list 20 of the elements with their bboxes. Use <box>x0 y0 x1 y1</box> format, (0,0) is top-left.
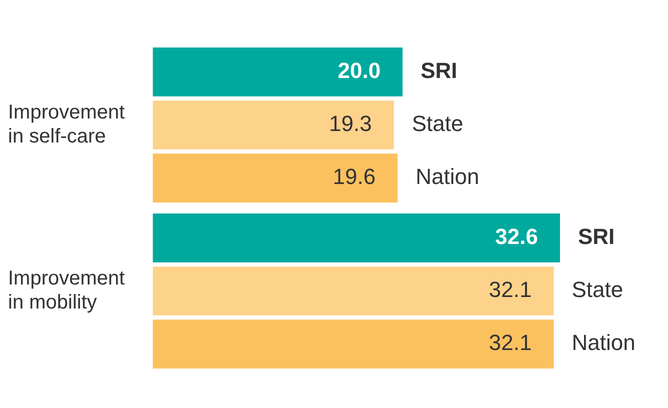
text: State <box>572 277 624 302</box>
y-tick-label: Improvement in mobility <box>8 268 126 314</box>
data-label: 32.1 <box>488 277 532 302</box>
text: SRI <box>578 224 615 249</box>
bar <box>152 320 554 369</box>
data-label: 32.1 <box>488 330 532 356</box>
data-label: 32.6 <box>495 224 538 249</box>
bar <box>152 213 560 262</box>
bar <box>152 47 403 96</box>
bar <box>152 100 394 150</box>
y-tick-label: Improvement in self-care <box>8 102 126 148</box>
bar <box>152 266 554 316</box>
data-label: 20.0 <box>338 58 381 83</box>
text: Nation <box>572 330 636 356</box>
series-label: SRI <box>420 58 458 83</box>
series-label: State <box>412 111 464 136</box>
bar <box>152 154 398 203</box>
series-label: Nation <box>416 164 480 190</box>
data-label: 19.3 <box>329 111 372 136</box>
data-label: 19.6 <box>332 164 376 190</box>
